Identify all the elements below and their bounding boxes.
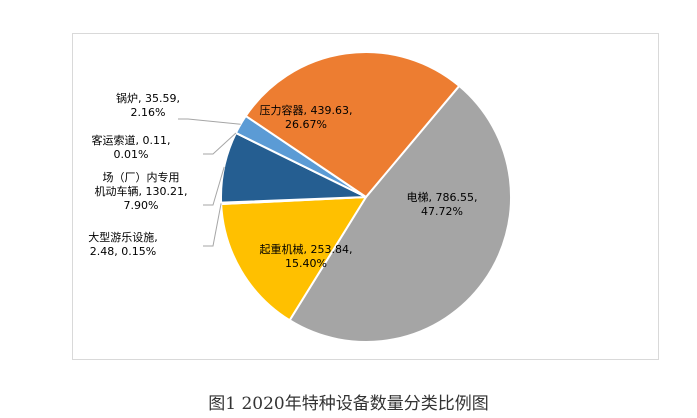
leader-line-3 [203,166,225,206]
data-label-5: 锅炉, 35.59, 2.16% [116,92,180,119]
pie-slice-0 [288,84,513,344]
pie-slice-6 [244,51,461,199]
pie-slice-1 [220,195,368,322]
data-label-1: 起重机械, 253.84, 15.40% [260,242,353,270]
leader-line-2 [203,203,222,247]
data-label-0: 电梯, 786.55, 47.72% [407,191,478,218]
pie-chart: 电梯, 786.55, 47.72% 起重机械, 253.84, 15.40% 大型游乐… [88,51,513,344]
data-label-3: 场（厂）内专用机动车辆, 130.21, 7.90% [95,170,188,212]
data-label-4: 客运索道, 0.11, 0.01% [92,133,171,161]
chart-frame: 电梯, 786.55, 47.72% 起重机械, 253.84, 15.40% 大型游乐… [72,33,659,360]
leader-line-5 [178,118,241,125]
data-label-6: 压力容器, 439.63, 26.67% [260,103,353,131]
data-label-2: 大型游乐设施, 2.48, 0.15% [88,230,158,258]
figure-caption: 图1 2020年特种设备数量分类比例图 [208,394,489,414]
leader-line-4 [203,132,237,155]
